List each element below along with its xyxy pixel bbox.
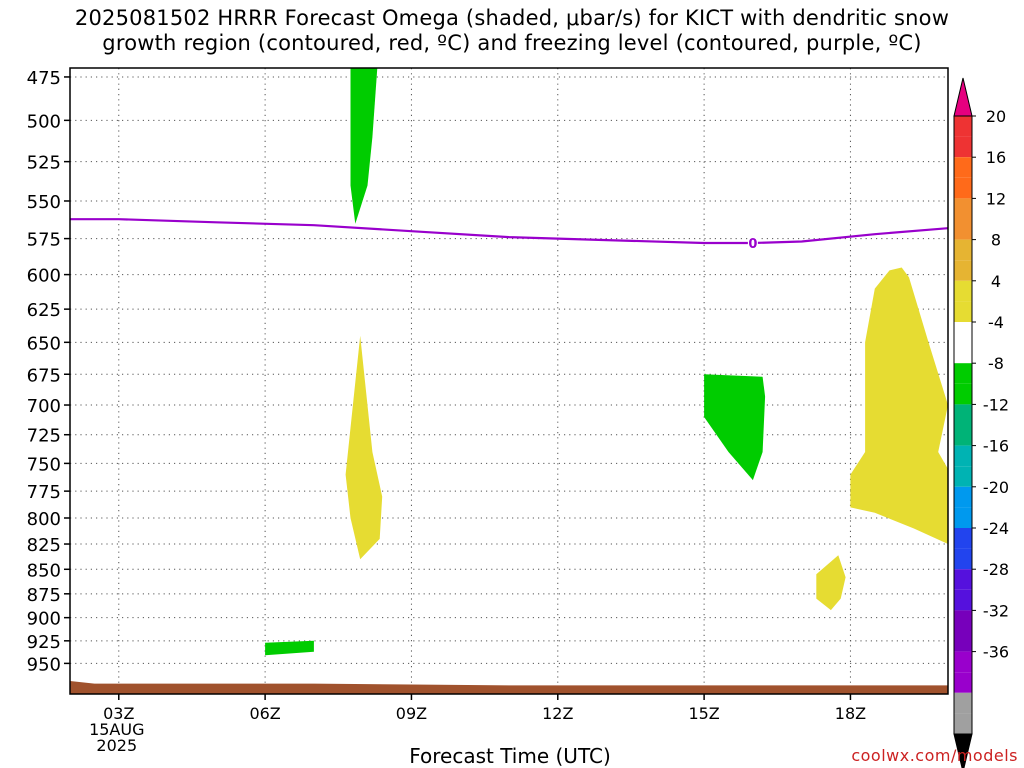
plot-content: 0: [70, 68, 948, 694]
colorbar-box: [954, 425, 972, 446]
ground-surface: [70, 681, 948, 694]
colorbar: 20 16 12 8 4 -4 -8 -12 -16 -20 -24 -28 -32 -36: [953, 77, 1009, 768]
x-axis-label: Forecast Time (UTC): [409, 744, 611, 768]
omega-region-1: [350, 68, 378, 224]
y-tick-label-625: 625: [27, 300, 61, 321]
colorbar-box: [954, 672, 972, 693]
y-tick-label-950: 950: [27, 654, 61, 675]
colorbar-label: -8: [988, 354, 1004, 373]
colorbar-box: [954, 589, 972, 611]
colorbar-label: 8: [991, 231, 1001, 250]
y-tick-label-875: 875: [27, 585, 61, 606]
colorbar-box: [954, 610, 972, 631]
y-tick-label-800: 800: [27, 509, 61, 530]
y-tick-label-500: 500: [27, 111, 61, 132]
colorbar-box: [954, 445, 972, 467]
colorbar-box: [954, 260, 972, 281]
colorbar-box: [954, 342, 972, 364]
chart-title-line-2: growth region (contoured, red, ºC) and f…: [102, 31, 922, 55]
colorbar-box: [954, 363, 972, 384]
colorbar-label: -20: [983, 478, 1009, 497]
colorbar-box: [954, 631, 972, 652]
colorbar-box: [954, 651, 972, 673]
omega-region-3: [704, 374, 766, 481]
colorbar-label: 20: [986, 107, 1006, 126]
colorbar-box: [954, 198, 972, 219]
colorbar-box: [954, 713, 972, 734]
colorbar-box: [954, 280, 972, 302]
y-tick-label-850: 850: [27, 560, 61, 581]
colorbar-label: -28: [983, 560, 1009, 579]
y-tick-label-700: 700: [27, 396, 61, 417]
y-tick-label-725: 725: [27, 426, 61, 447]
colorbar-label: -32: [983, 601, 1009, 620]
colorbar-box: [954, 569, 972, 590]
colorbar-box: [954, 548, 972, 570]
x-tick-label-15Z: 15Z: [688, 704, 719, 723]
x-tick-label-18Z: 18Z: [835, 704, 866, 723]
omega-region-2: [345, 335, 383, 560]
colorbar-label: -16: [983, 437, 1009, 456]
colorbar-box: [954, 219, 972, 240]
plot-frame: [69, 67, 949, 695]
freezing-level-label: 0: [748, 237, 757, 252]
plot-area: 0: [70, 68, 948, 694]
x-tick-sublabel-1: 15AUG: [89, 720, 144, 739]
y-tick-label-900: 900: [27, 609, 61, 630]
colorbar-top-arrow: [953, 77, 973, 117]
y-tick-label-775: 775: [27, 482, 61, 503]
colorbar-bottom-arrow: [953, 733, 973, 768]
y-tick-label-650: 650: [27, 333, 61, 354]
colorbar-box: [954, 301, 972, 322]
x-tick-label-12Z: 12Z: [542, 704, 573, 723]
colorbar-box: [954, 177, 972, 199]
colorbar-label: -4: [988, 313, 1004, 332]
colorbar-box: [954, 239, 972, 261]
colorbar-box: [954, 116, 972, 137]
colorbar-box: [954, 528, 972, 549]
colorbar-label: -24: [983, 519, 1009, 538]
chart-title-line-1: 2025081502 HRRR Forecast Omega (shaded, …: [74, 6, 950, 30]
y-tick-label-925: 925: [27, 632, 61, 653]
freezing-level-label-bg: [747, 234, 758, 249]
y-tick-label-600: 600: [27, 266, 61, 287]
y-tick-label-525: 525: [27, 153, 61, 174]
colorbar-box: [954, 136, 972, 158]
colorbar-box: [954, 322, 972, 343]
colorbar-box: [954, 507, 972, 528]
y-tick-label-475: 475: [27, 68, 61, 89]
colorbar-label: 4: [991, 272, 1001, 291]
freezing-level-line: [70, 218, 948, 245]
x-tick-label-06Z: 06Z: [249, 704, 280, 723]
colorbar-box: [954, 466, 972, 487]
colorbar-box: [954, 404, 972, 425]
axes: 475 500 525 550 575 600 625 650 675 700 725 750 775 8…: [27, 67, 949, 755]
y-tick-label-575: 575: [27, 230, 61, 251]
x-tick-sublabel-2: 2025: [96, 736, 137, 755]
colorbar-box: [954, 486, 972, 508]
colorbar-label: 16: [986, 148, 1006, 167]
chart-title: 2025081502 HRRR Forecast Omega (shaded, …: [0, 6, 1024, 56]
y-tick-label-750: 750: [27, 454, 61, 475]
omega-region-5: [850, 267, 948, 544]
colorbar-box: [954, 692, 972, 714]
x-tick-label-09Z: 09Z: [396, 704, 427, 723]
colorbar-label: -36: [983, 643, 1009, 662]
colorbar-label: -12: [983, 395, 1009, 414]
colorbar-box: [954, 383, 972, 405]
colorbar-box: [954, 157, 972, 178]
x-tick-label-03Z: 03Z: [103, 704, 134, 723]
y-tick-label-825: 825: [27, 535, 61, 556]
y-tick-label-550: 550: [27, 192, 61, 213]
y-tick-label-675: 675: [27, 365, 61, 386]
omega-region-6: [265, 640, 314, 656]
source-credit: coolwx.com/models: [851, 746, 1018, 765]
colorbar-label: 12: [986, 189, 1006, 208]
omega-region-4: [816, 555, 846, 611]
